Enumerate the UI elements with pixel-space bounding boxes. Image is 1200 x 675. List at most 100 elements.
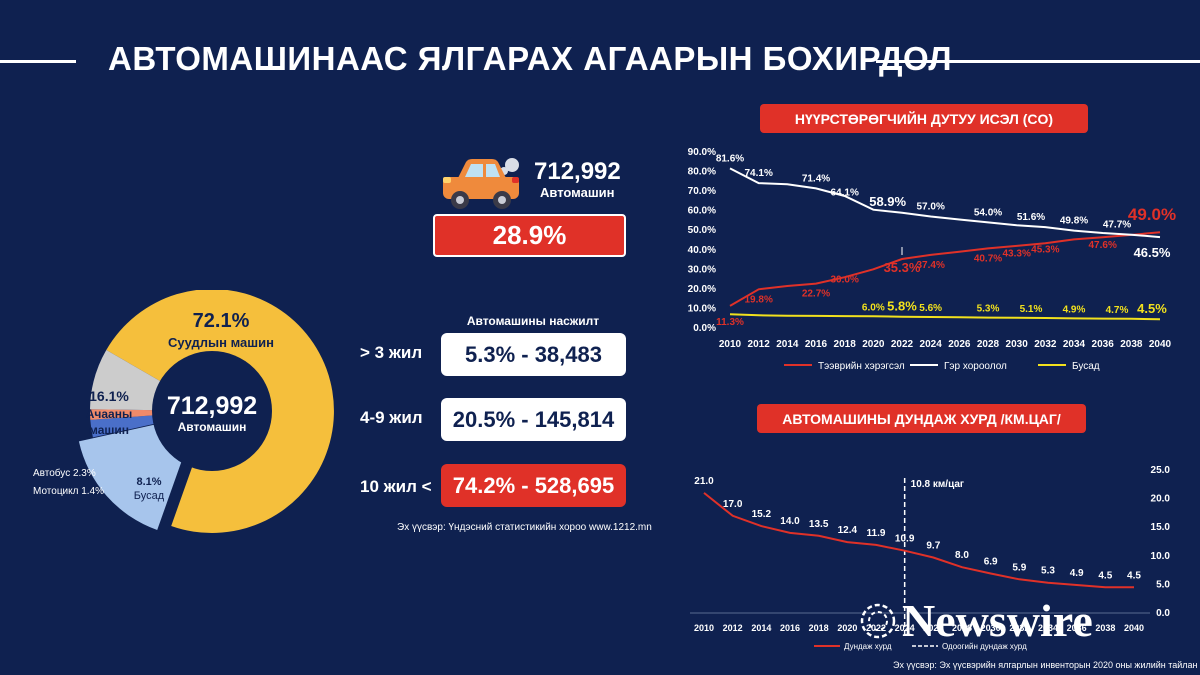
speed-label-1: 17.0 [723,499,743,510]
donut-hole [152,351,272,471]
co-xtick-14: 2038 [1120,339,1143,350]
speed-xtick-5: 2020 [837,623,857,633]
speed-xtick-13: 2036 [1067,623,1087,633]
co-legend-label-1: Гэр хороолол [944,361,1007,372]
age-row-3-label: 10 жил < [360,477,432,496]
co-series-1-line [729,167,1161,239]
age-row-3-box: 74.2% - 528,695 [441,464,626,507]
co-series-2-label-0: 6.0% [862,302,885,313]
co-series-0-label-4: 35.3% [884,260,921,275]
speed-chart-title: АВТОМАШИНЫ ДУНДАЖ ХУРД /КМ.ЦАГ/ [782,410,1061,427]
speed-ytick-0: 0.0 [1156,608,1170,619]
age-title: Автомашины насжилт [466,314,600,328]
speed-label-13: 4.9 [1070,568,1084,579]
co-series-2-label-2: 5.6% [919,303,942,314]
vehicle-type-donut-chart: 712,992 Автомашин 72.1% Суудлын машин 16… [78,290,334,533]
age-row-2-box: 20.5% - 145,814 [441,398,626,441]
co-ytick-7: 70.0% [688,186,716,197]
co-ytick-3: 30.0% [688,264,716,275]
speed-label-4: 13.5 [809,519,829,530]
speed-xtick-3: 2016 [780,623,800,633]
co-series-2-label-7: 4.5% [1137,301,1167,316]
slice-label-cars-pct: 72.1% [193,310,250,332]
age-row-1-value: 5.3% - 38,483 [465,341,602,367]
co-ytick-6: 60.0% [688,206,716,217]
car-count: 712,992 [534,158,621,185]
speed-chart-title-box: АВТОМАШИНЫ ДУНДАЖ ХУРД /КМ.ЦАГ/ [757,404,1086,433]
co-xtick-10: 2030 [1006,339,1029,350]
co-xtick-0: 2010 [719,339,742,350]
speed-xtick-12: 2034 [1038,623,1058,633]
speed-xtick-8: 2026 [923,623,943,633]
speed-xtick-6: 2022 [866,623,886,633]
speed-ytick-4: 20.0 [1151,494,1171,505]
speed-xtick-1: 2012 [723,623,743,633]
donut-center-label: Автомашин [178,420,247,434]
co-series-1-label-8: 49.8% [1060,216,1088,227]
donut-center-value: 712,992 [167,392,257,420]
co-series-1-label-0: 81.6% [716,153,744,164]
car-count-label: Автомашин [540,185,615,200]
speed-ytick-2: 10.0 [1151,551,1171,562]
title-line-left [0,60,76,63]
co-xtick-12: 2034 [1063,339,1086,350]
brand-logo: Newswire [858,598,1093,644]
speed-xtick-15: 2040 [1124,623,1144,633]
co-xtick-15: 2040 [1149,339,1172,350]
speed-ytick-1: 5.0 [1156,579,1170,590]
speed-line-chart: 0.0 5.0 10.0 15.0 20.0 25.0 2010 2012 2014 2016 20… [690,465,1171,651]
slice-label-moto: Мотоцикл 1.4% [33,486,105,497]
co-ytick-5: 50.0% [688,225,716,236]
bottom-source: Эх үүсвэр: Эх үүсвэрийн ялгарлын инвенто… [893,660,1198,670]
co-series-0-label-9: 47.6% [1088,240,1116,251]
co-series-1-label-10: 46.5% [1134,245,1171,260]
speed-xtick-7: 2024 [895,623,915,633]
page-title: АВТОМАШИНААС ЯЛГАРАХ АГААРЫН БОХИРДОЛ [108,40,952,77]
co-series-1-label-6: 54.0% [974,207,1002,218]
co-series-1-label-4: 58.9% [869,194,906,209]
speed-legend-label-0: Дундаж хурд [844,642,892,651]
speed-ytick-3: 15.0 [1151,522,1171,533]
speed-label-0: 21.0 [694,476,714,487]
title-line-right [876,60,1200,63]
co-series-1-label-7: 51.6% [1017,212,1045,223]
speed-xtick-2: 2014 [751,623,771,633]
speed-series-line [703,492,1134,589]
co-series-1-label-9: 47.7% [1103,220,1131,231]
co-ytick-1: 10.0% [688,303,716,314]
speed-label-3: 14.0 [780,516,800,527]
co-xtick-11: 2032 [1034,339,1057,350]
co-series-2-label-5: 4.9% [1063,304,1086,315]
speed-xtick-11: 2032 [1009,623,1029,633]
speed-label-11: 5.9 [1012,562,1026,573]
speed-label-14: 4.5 [1098,570,1112,581]
co-legend-label-2: Бусад [1072,361,1100,372]
car-share-value: 28.9% [492,220,567,250]
speed-label-6: 11.9 [867,528,886,539]
age-row-2-value: 20.5% - 145,814 [452,406,615,432]
co-ytick-9: 90.0% [688,147,716,158]
co-xtick-5: 2020 [862,339,885,350]
co-chart-title-box: НҮҮРСТӨРӨГЧИЙН ДУТУУ ИСЭЛ (CO) [760,104,1088,133]
age-row-3-value: 74.2% - 528,695 [452,472,615,498]
speed-xtick-0: 2010 [694,623,714,633]
co-series-0-label-8: 45.3% [1031,244,1059,255]
co-legend-label-0: Тээврийн хэрэгсэл [818,361,905,372]
co-series-0-label-10: 49.0% [1128,205,1176,224]
speed-label-7: 10.9 [895,534,915,545]
age-row-2-label: 4-9 жил [360,408,423,427]
car-share-box: 28.9% [433,214,626,257]
speed-label-12: 5.3 [1041,566,1055,577]
co-series-0-label-3: 30.0% [830,274,858,285]
co-xtick-4: 2018 [834,339,857,350]
speed-label-8: 9.7 [926,541,940,552]
co-ytick-8: 80.0% [688,167,716,178]
co-xtick-9: 2028 [977,339,1000,350]
co-series-0-label-2: 22.7% [802,289,830,300]
co-ytick-0: 0.0% [693,323,716,334]
speed-xtick-4: 2018 [809,623,829,633]
speed-xtick-9: 2028 [952,623,972,633]
co-series-2-line [729,313,1161,321]
co-series-0-label-5: 37.4% [916,260,944,271]
slice-label-other-name: Бусад [134,490,165,502]
